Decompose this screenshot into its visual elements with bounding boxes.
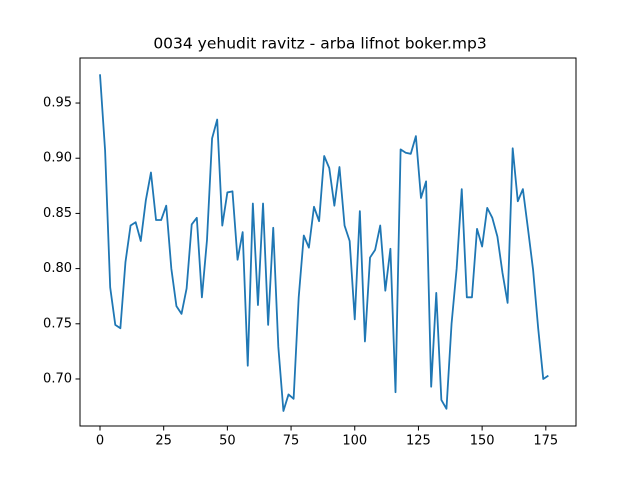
y-tick-label: 0.90 (43, 151, 72, 166)
x-tick-label: 100 (342, 434, 367, 449)
x-tick-label: 125 (406, 434, 431, 449)
y-tick-label: 0.75 (43, 316, 72, 331)
y-tick-label: 0.95 (43, 96, 72, 111)
x-tick-label: 75 (283, 434, 300, 449)
x-tick-label: 175 (533, 434, 558, 449)
plot-frame (79, 57, 577, 427)
x-tick-label: 0 (96, 434, 104, 449)
x-tick-label: 50 (219, 434, 236, 449)
data-line (99, 74, 549, 412)
y-tick-label: 0.80 (43, 261, 72, 276)
y-tick-label: 0.70 (43, 371, 72, 386)
x-tick-label: 25 (155, 434, 172, 449)
x-tick-label: 150 (470, 434, 495, 449)
y-tick-label: 0.85 (43, 206, 72, 221)
chart-title: 0034 yehudit ravitz - arba lifnot boker.… (153, 35, 486, 53)
